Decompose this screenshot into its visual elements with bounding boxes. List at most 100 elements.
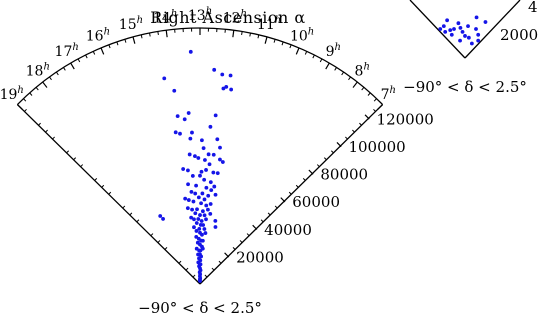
radial-tick-label: 20000: [236, 248, 284, 266]
secondary-galaxy-point: [476, 38, 481, 43]
galaxy-point: [190, 174, 195, 178]
galaxy-point: [202, 177, 207, 182]
galaxy-point: [218, 157, 222, 162]
galaxy-point: [206, 193, 211, 198]
galaxy-point: [220, 160, 225, 164]
galaxy-point: [204, 185, 209, 190]
hour-minor-tick: [334, 67, 337, 71]
secondary-galaxy-point: [452, 27, 456, 31]
galaxy-point: [200, 246, 205, 251]
radial-minor-tick: [80, 164, 84, 168]
secondary-galaxy-point: [441, 24, 446, 28]
radial-minor-tick: [136, 219, 140, 223]
galaxy-point: [213, 225, 218, 229]
radial-minor-tick: [302, 177, 306, 181]
secondary-galaxy-point: [460, 30, 465, 34]
hour-ticks: [16, 28, 384, 110]
hour-tick: [232, 30, 235, 38]
galaxy-point: [182, 117, 187, 122]
galaxy-point: [199, 219, 204, 223]
hour-label: 18h: [26, 62, 50, 80]
secondary-galaxy-point: [438, 27, 443, 31]
radial-minor-tick: [211, 267, 215, 271]
radial-minor-tick: [66, 150, 70, 154]
radial-minor-tick: [323, 157, 327, 161]
radial-minor-tick: [218, 260, 222, 264]
radial-minor-tick: [101, 184, 105, 188]
galaxy-point: [196, 195, 201, 200]
galaxy-point: [213, 192, 218, 197]
galaxy-point: [220, 72, 225, 77]
galaxy-point: [200, 209, 205, 214]
hour-minor-tick: [108, 44, 111, 49]
galaxy-point: [206, 152, 211, 157]
galaxy-point: [202, 213, 207, 218]
radial-minor-tick: [295, 184, 299, 188]
hour-tick: [70, 62, 75, 70]
hour-minor-tick: [124, 39, 127, 43]
secondary-galaxy-point: [466, 24, 470, 28]
galaxy-point: [212, 67, 217, 72]
secondary-galaxy-point: [463, 34, 467, 38]
secondary-left-edge: [409, 0, 466, 59]
hour-minor-tick: [140, 34, 143, 39]
radial-tick: [336, 141, 342, 148]
galaxy-point: [196, 156, 201, 160]
secondary-galaxy-point: [474, 15, 479, 20]
radial-minor-tick: [239, 240, 243, 243]
galaxy-point: [186, 198, 191, 202]
hour-label: 9h: [326, 42, 341, 60]
secondary-galaxy-point: [448, 28, 453, 33]
galaxy-point: [192, 217, 196, 222]
hour-minor-tick: [341, 71, 345, 76]
galaxy-point: [200, 191, 205, 196]
hour-tick: [165, 30, 168, 38]
hour-tick: [16, 104, 23, 110]
galaxy-point: [173, 130, 178, 135]
radial-ticks: [24, 108, 376, 278]
radial-minor-tick: [345, 136, 348, 140]
secondary-points: [438, 15, 488, 46]
galaxy-point: [224, 84, 229, 89]
secondary-galaxy-point: [445, 18, 450, 23]
hour-tick: [352, 81, 358, 88]
galaxy-point: [211, 170, 216, 175]
hour-minor-tick: [157, 31, 159, 36]
radial-minor-tick: [359, 122, 362, 126]
galaxy-point: [181, 167, 186, 171]
radial-minor-tick: [94, 177, 98, 181]
hour-tick: [295, 47, 300, 55]
galaxy-point: [198, 279, 202, 283]
galaxy-point: [188, 136, 193, 141]
secondary-galaxy-point: [456, 21, 461, 26]
hour-tick: [377, 104, 384, 110]
hour-tick: [42, 81, 48, 88]
radial-tick-label: 40000: [264, 221, 312, 239]
hour-minor-tick: [319, 58, 323, 63]
secondary-galaxy-point: [449, 32, 454, 37]
galaxy-point: [187, 152, 192, 157]
galaxy-point: [189, 189, 194, 194]
radial-minor-tick: [108, 191, 112, 195]
radial-minor-tick: [204, 274, 208, 278]
secondary-galaxy-point: [458, 38, 462, 43]
secondary-galaxy-point: [458, 25, 463, 30]
galaxy-point: [201, 146, 206, 151]
galaxy-point: [208, 180, 213, 185]
radial-minor-tick: [129, 212, 133, 216]
hour-minor-tick: [241, 31, 243, 36]
radial-minor-tick: [45, 129, 48, 133]
radial-tick-label: 60000: [292, 193, 340, 211]
galaxy-point: [208, 202, 213, 206]
radial-minor-tick: [192, 274, 196, 278]
radial-minor-tick: [178, 260, 182, 264]
hour-label: 8h: [355, 62, 370, 80]
hour-minor-tick: [29, 92, 33, 96]
hour-minor-tick: [63, 67, 66, 71]
radial-tick-label: 80000: [320, 166, 368, 184]
hour-label: 19h: [0, 85, 24, 103]
galaxy-point: [186, 168, 190, 173]
galaxy-point: [209, 188, 214, 193]
hour-minor-tick: [273, 39, 276, 43]
